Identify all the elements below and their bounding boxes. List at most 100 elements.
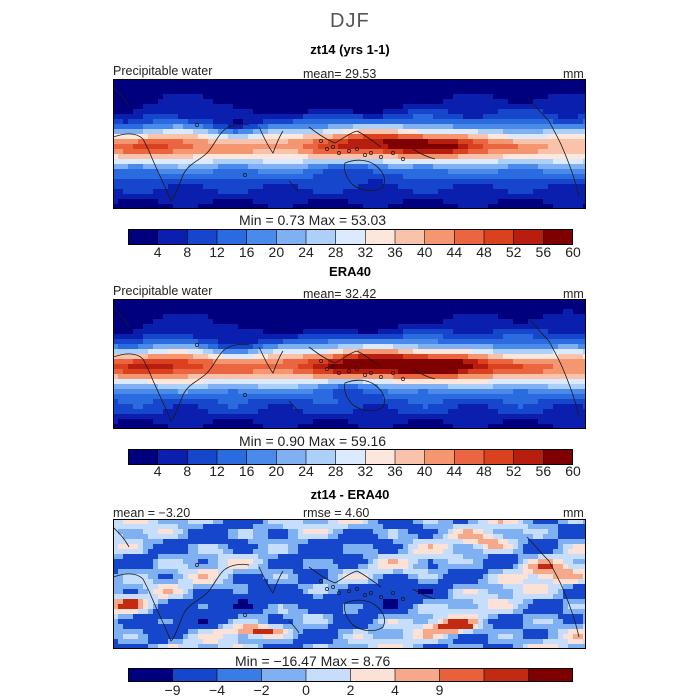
panel-2-minmax: Min = 0.90 Max = 59.16 [239, 433, 387, 449]
colorbar-swatch [350, 668, 396, 682]
colorbar-swatch [484, 449, 515, 465]
coastline [288, 400, 300, 414]
island [347, 149, 351, 153]
island [337, 151, 341, 155]
island [391, 371, 395, 375]
colorbar-swatch [395, 449, 426, 465]
map-frame [113, 519, 586, 649]
colorbar-tick-label: 8 [183, 244, 192, 260]
colorbar-frame [128, 449, 573, 465]
colorbar-swatch [543, 449, 573, 465]
colorbar-tick-label: 4 [391, 682, 399, 698]
colorbar-tick-label: −9 [164, 682, 181, 698]
island [325, 147, 329, 151]
colorbar-swatch [128, 449, 159, 465]
island [363, 153, 367, 157]
colorbar-swatch [217, 668, 262, 682]
colorbar-swatch [365, 449, 396, 465]
colorbar-tick-label: 32 [357, 244, 374, 260]
colorbar-tick-label: 4 [153, 244, 162, 260]
island [325, 367, 329, 371]
coastline [526, 536, 580, 638]
coastline [258, 566, 284, 594]
colorbar-swatch [261, 668, 307, 682]
coastline [344, 159, 385, 191]
coastline [344, 599, 385, 631]
colorbar-tick-label: 12 [209, 463, 225, 479]
island [401, 597, 405, 601]
colorbar-swatch [484, 229, 515, 245]
island [391, 151, 395, 155]
colorbar-tick-label: 20 [268, 244, 285, 260]
colorbar-tick-label: 48 [476, 244, 492, 260]
colorbar-tick-label: 0 [302, 682, 310, 698]
colorbar-swatch [157, 449, 188, 465]
island [319, 579, 323, 583]
colorbar-tick-label: 12 [209, 244, 225, 260]
colorbar-swatch [424, 229, 455, 245]
colorbar-tick-label: 60 [565, 244, 581, 260]
map-frame [113, 79, 586, 209]
figure-title: DJF [330, 10, 370, 32]
panel-1-minmax: Min = 0.73 Max = 53.03 [239, 212, 387, 228]
colorbar-tick-label: 52 [505, 244, 522, 260]
panel-1-title: zt14 (yrs 1-1) [310, 42, 390, 57]
colorbar-tick-label: −2 [253, 682, 270, 698]
panel-3-minmax: Min = −16.47 Max = 8.76 [235, 653, 391, 669]
colorbar-swatch [217, 229, 248, 245]
colorbar-tick-label: 9 [435, 682, 444, 698]
colorbar-tick-label: 36 [387, 463, 403, 479]
coastline [258, 126, 284, 154]
field-cells [113, 79, 586, 209]
colorbar-swatch [172, 668, 218, 682]
island [195, 123, 199, 127]
island [331, 585, 335, 589]
island [355, 587, 359, 591]
colorbar-swatch [365, 229, 396, 245]
colorbar-tick-label: 56 [535, 463, 552, 479]
colorbar-tick-label: 40 [416, 244, 433, 260]
panel-2-variable-label: Precipitable water [113, 284, 213, 298]
colorbar-tick-label: 24 [298, 463, 314, 479]
island [369, 371, 373, 375]
panel-3-mean: mean = −3.20 [113, 506, 191, 520]
island [243, 613, 247, 617]
colorbar-tick-label: 28 [327, 244, 344, 260]
colorbar-tick-label: 20 [268, 463, 285, 479]
colorbar-swatch [439, 668, 485, 682]
coastline [526, 96, 580, 198]
colorbar-swatch [484, 668, 529, 682]
coastline [308, 566, 382, 588]
panel-3-map [113, 519, 586, 649]
coastline [526, 316, 580, 418]
coastline [113, 563, 250, 642]
colorbar-swatch [513, 449, 544, 465]
colorbar-swatch [128, 668, 173, 682]
island [391, 591, 395, 595]
panel-3-units: mm [563, 506, 584, 520]
colorbar-swatch [187, 449, 218, 465]
colorbar-tick-label: 2 [346, 682, 355, 698]
island [195, 343, 199, 347]
panel-3-colorbar [128, 668, 573, 682]
coastline [308, 126, 382, 148]
colorbar-tick-label: 48 [476, 463, 492, 479]
coastline [288, 180, 300, 194]
colorbar-swatch [187, 229, 218, 245]
colorbar-tick-label: 4 [153, 463, 162, 479]
colorbar-swatch [543, 229, 573, 245]
panel-2-title: ERA40 [329, 264, 371, 279]
colorbar-swatch [306, 449, 337, 465]
panel-1-mean: mean= 29.53 [303, 67, 377, 81]
colorbar-tick-label: 28 [327, 463, 344, 479]
panel-1-units: mm [563, 67, 584, 81]
island [347, 589, 351, 593]
island [355, 367, 359, 371]
island [379, 155, 383, 159]
coastline [412, 368, 436, 380]
island [401, 157, 405, 161]
island [195, 563, 199, 567]
panel-3-rmse: rmse = 4.60 [303, 506, 370, 520]
island [369, 151, 373, 155]
colorbar-tick-label: 16 [238, 463, 255, 479]
